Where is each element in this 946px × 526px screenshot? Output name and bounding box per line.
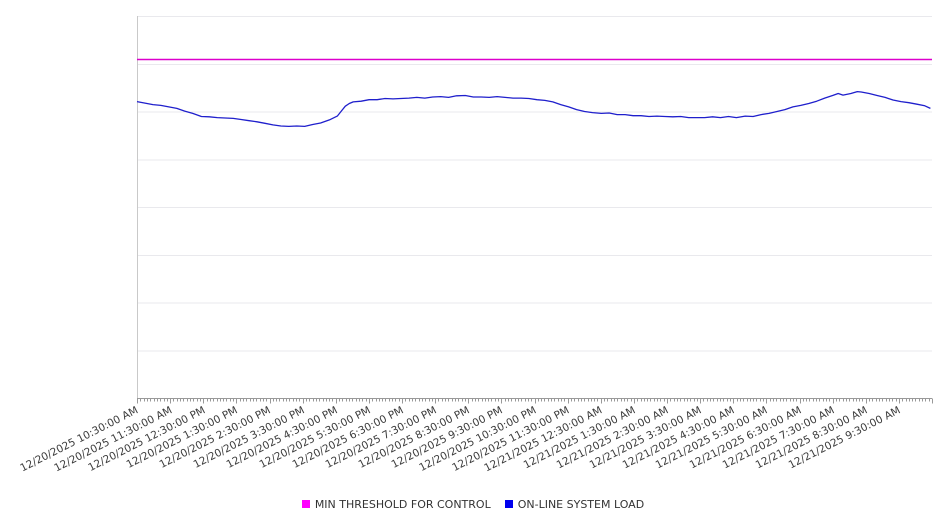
x-tick-label: 12/20/2025 1:30:00 PM — [124, 404, 240, 471]
x-tick-label: 12/20/2025 11:30:00 AM — [51, 404, 174, 475]
x-tick-label: 12/21/2025 6:30:00 AM — [687, 404, 804, 472]
legend-item-min-threshold[interactable]: MIN THRESHOLD FOR CONTROL — [301, 497, 491, 511]
legend-label-min-threshold: MIN THRESHOLD FOR CONTROL — [314, 497, 491, 511]
x-tick-label: 12/20/2025 6:30:00 PM — [290, 404, 406, 471]
x-tick-label: 12/20/2025 5:30:00 PM — [257, 404, 373, 471]
x-tick-label: 12/21/2025 5:30:00 AM — [654, 404, 770, 472]
plot-area — [136, 16, 933, 404]
legend-label-online-system-load: ON-LINE SYSTEM LOAD — [517, 497, 645, 511]
x-tick-label: 12/20/2025 9:30:00 PM — [389, 404, 505, 471]
x-tick-label: 12/20/2025 8:30:00 PM — [356, 404, 472, 471]
x-tick-label: 12/21/2025 12:30:00 AM — [482, 404, 605, 475]
chart-canvas — [136, 16, 933, 404]
x-tick-label: 12/21/2025 4:30:00 AM — [620, 404, 737, 472]
x-tick-label: 12/21/2025 3:30:00 AM — [587, 404, 704, 472]
x-tick-label: 12/20/2025 10:30:00 AM — [18, 404, 141, 475]
x-tick-label: 12/21/2025 2:30:00 AM — [554, 404, 671, 472]
online-system-load-line — [136, 90, 931, 128]
legend-item-online-system-load[interactable]: ON-LINE SYSTEM LOAD — [504, 497, 645, 511]
x-tick-label: 12/21/2025 7:30:00 AM — [720, 404, 837, 472]
x-tick-label: 12/20/2025 7:30:00 PM — [323, 404, 439, 471]
x-tick-label: 12/20/2025 11:30:00 PM — [450, 404, 572, 475]
x-tick-label: 12/21/2025 9:30:00 AM — [786, 404, 903, 472]
chart-legend: MIN THRESHOLD FOR CONTROL ON-LINE SYSTEM… — [0, 496, 946, 512]
x-tick-label: 12/21/2025 1:30:00 AM — [521, 404, 638, 472]
min-threshold-swatch-icon — [301, 500, 310, 508]
x-tick-label: 12/21/2025 8:30:00 AM — [753, 404, 870, 472]
x-tick-label: 12/20/2025 12:30:00 PM — [85, 404, 207, 475]
online-system-load-swatch-icon — [504, 500, 513, 508]
x-tick-label: 12/20/2025 10:30:00 PM — [416, 404, 539, 475]
x-tick-label: 12/20/2025 2:30:00 PM — [157, 404, 274, 471]
x-tick-label: 12/20/2025 3:30:00 PM — [191, 404, 307, 471]
x-tick-label: 12/20/2025 4:30:00 PM — [224, 404, 340, 471]
